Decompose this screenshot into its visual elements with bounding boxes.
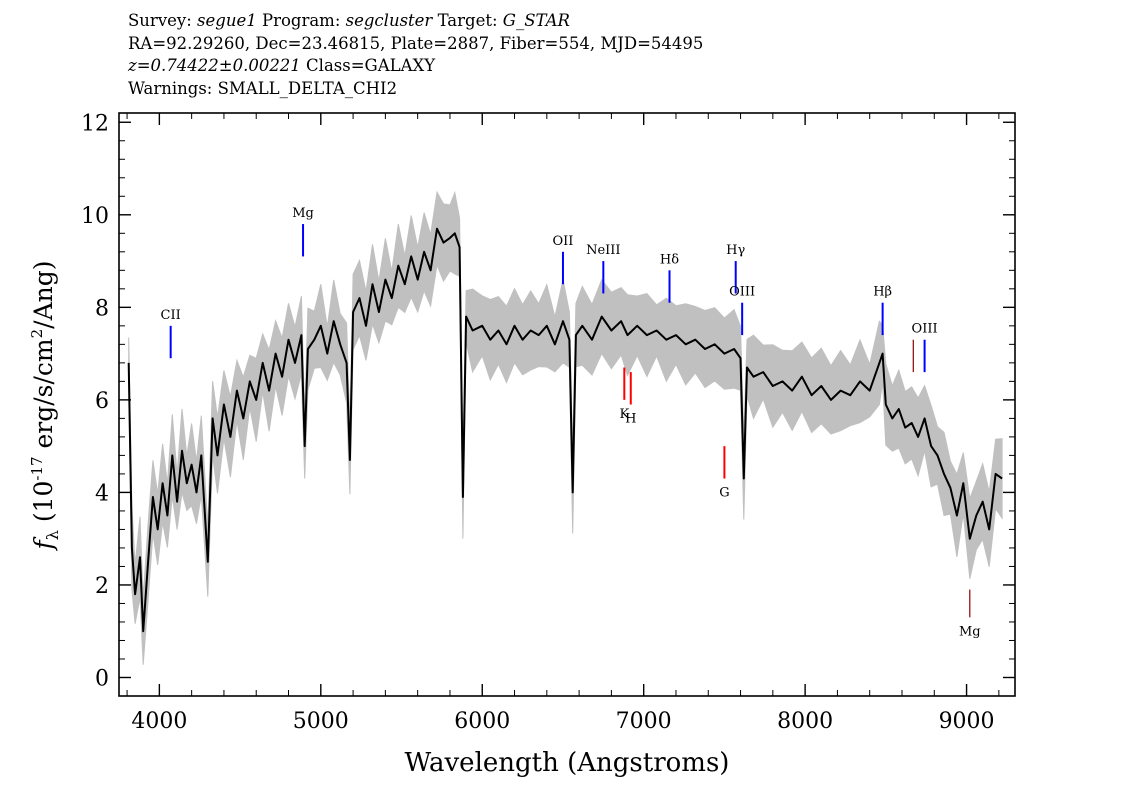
plot-frame (118, 112, 1016, 697)
line-marker-label: NeIII (586, 243, 620, 258)
axis-ticks: 4000 5000 6000 7000 8000 9000 0 2 4 6 8 10 12 (81, 111, 1015, 734)
noise-envelope (128, 190, 1003, 665)
y-tick-label: 6 (95, 389, 109, 414)
y-tick-label: 8 (95, 296, 109, 321)
x-tick-label: 8000 (777, 709, 833, 734)
program-value: segcluster (345, 11, 433, 30)
y-tick-label: 4 (95, 481, 109, 506)
header-line-survey: Survey: segue1 Program: segcluster Targe… (128, 10, 703, 33)
line-marker-label: Hδ (660, 252, 679, 267)
line-marker-label: OII (552, 234, 573, 249)
class-value: Class=GALAXY (300, 56, 436, 75)
y-axis-label: fλ (10-17 erg/s/cm2/Ang) (28, 260, 62, 551)
line-marker-label: OIII (912, 322, 938, 337)
line-marker-label: Mg (959, 624, 981, 639)
y-tick-label: 2 (95, 574, 109, 599)
line-marker-label: CII (161, 308, 181, 323)
y-tick-label: 0 (95, 666, 109, 691)
header-line-coordinates: RA=92.29260, Dec=23.46815, Plate=2887, F… (128, 33, 704, 53)
line-marker-label: Hβ (873, 285, 892, 300)
line-marker-label: H (625, 412, 636, 427)
program-label: Program: (256, 11, 346, 30)
flux-series (127, 227, 1003, 633)
x-tick-label: 9000 (939, 709, 995, 734)
flux-line (127, 227, 1003, 633)
survey-value: segue1 (197, 11, 257, 30)
x-tick-label: 6000 (454, 709, 510, 734)
target-label: Target: (432, 11, 503, 30)
y-tick-label: 10 (81, 204, 109, 229)
x-axis-label: Wavelength (Angstroms) (405, 748, 730, 778)
line-marker-label: Hγ (726, 243, 745, 258)
target-value: G_STAR (502, 11, 570, 30)
noise-band (128, 190, 1003, 665)
line-marker-label: Mg (292, 206, 314, 221)
header-line-redshift: z=0.74422±0.00221 Class=GALAXY (128, 55, 703, 78)
spectrum-header: Survey: segue1 Program: segcluster Targe… (128, 10, 703, 100)
x-tick-label: 4000 (131, 709, 187, 734)
redshift-value: z=0.74422±0.00221 (128, 56, 301, 75)
x-tick-label: 5000 (293, 709, 349, 734)
line-marker-label: K (619, 407, 629, 422)
y-tick-label: 12 (81, 111, 109, 136)
line-marker-label: G (719, 486, 729, 501)
line-marker-label: OIII (729, 285, 755, 300)
survey-label: Survey: (128, 11, 198, 30)
header-line-warnings: Warnings: SMALL_DELTA_CHI2 (128, 78, 398, 98)
x-tick-label: 7000 (616, 709, 672, 734)
line-markers: CII Mg OII NeIII Hδ Hγ OIII Hβ OIII KH G Mg (161, 206, 981, 639)
